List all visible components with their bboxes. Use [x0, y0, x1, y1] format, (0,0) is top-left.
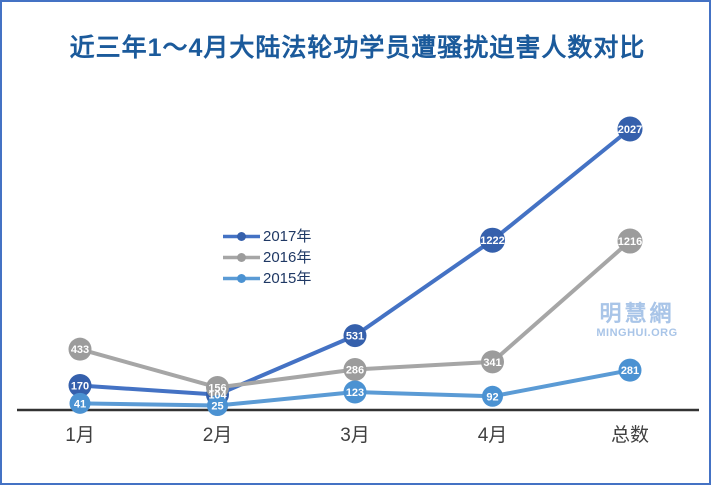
- minghui-watermark: 明慧網 MINGHUI.ORG: [594, 302, 680, 340]
- series-line-2017年: [78, 127, 632, 397]
- data-label-2016年: 286: [346, 364, 364, 376]
- data-marker-2015年: [618, 358, 642, 382]
- data-label-2017年: 170: [71, 380, 89, 392]
- data-label-2016年: 433: [71, 344, 89, 356]
- data-label-2016年: 1216: [618, 236, 642, 248]
- data-label-2015年: 281: [621, 365, 639, 377]
- data-marker-2015年: [482, 385, 503, 407]
- x-axis-labels: 1月 2月 3月 4月 总数: [2, 420, 709, 446]
- legend-item-2016: 2016年: [223, 248, 311, 267]
- x-axis-label-2: 2月: [202, 425, 233, 446]
- data-label-2016年: 156: [208, 382, 226, 394]
- data-label-2016年: 341: [483, 357, 501, 369]
- chart-title: 近三年1～4月大陆法轮功学员遭骚扰迫害人数对比: [69, 34, 646, 62]
- legend-line-marker-icon-2015: [223, 274, 260, 283]
- data-marker-2017年: [617, 116, 643, 142]
- data-marker-2016年: [206, 375, 229, 399]
- legend-label-2016: 2016年: [263, 249, 312, 266]
- legend-label-2015: 2015年: [263, 270, 312, 287]
- x-axis-label-3: 3月: [340, 425, 370, 446]
- legend-line-marker-icon-2016: [223, 253, 260, 262]
- data-marker-2016年: [68, 337, 92, 361]
- data-marker-2017年: [480, 227, 505, 253]
- data-label-2017年: 531: [346, 331, 364, 343]
- data-label-2015年: 41: [74, 398, 86, 410]
- data-label-2017年: 1222: [480, 235, 504, 247]
- legend-item-2017: 2017年: [223, 227, 311, 246]
- data-marker-2016年: [481, 350, 504, 374]
- x-axis-label-1: 1月: [65, 425, 95, 446]
- data-label-2017年: 104: [208, 390, 227, 402]
- legend-label-2017: 2017年: [263, 228, 312, 245]
- legend-line-marker-icon-2017: [223, 232, 260, 241]
- x-axis-label-4: 4月: [477, 425, 508, 446]
- data-label-2017年: 2027: [618, 124, 642, 136]
- data-marker-2017年: [68, 374, 92, 398]
- watermark-chinese-text: 明慧網: [599, 301, 675, 326]
- data-marker-2015年: [207, 395, 228, 417]
- data-label-2015年: 123: [346, 387, 364, 399]
- data-marker-2016年: [343, 357, 367, 381]
- data-marker-2015年: [69, 392, 91, 414]
- data-label-2015年: 25: [211, 401, 223, 413]
- data-marker-2016年: [617, 228, 643, 254]
- legend-item-2015: 2015年: [223, 269, 311, 288]
- data-label-2015年: 92: [486, 391, 498, 403]
- x-axis-label-5: 总数: [610, 425, 650, 446]
- watermark-url-text: MINGHUI.ORG: [596, 327, 678, 339]
- data-marker-2017年: [343, 324, 367, 348]
- chart-legend: 2017年 2016年 2015年: [223, 227, 311, 288]
- data-marker-2015年: [343, 380, 367, 404]
